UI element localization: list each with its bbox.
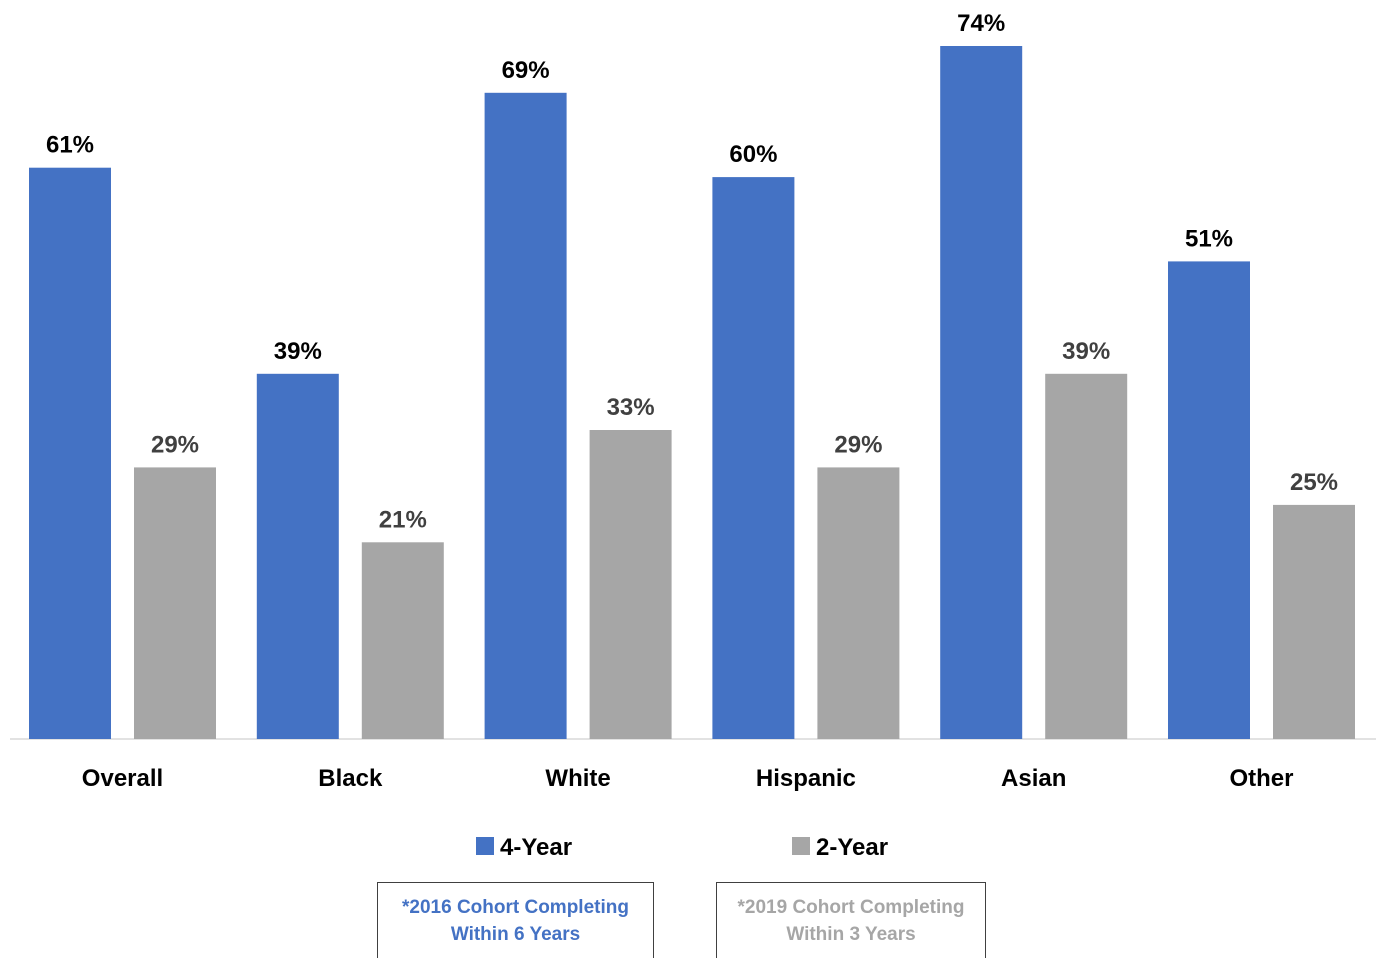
bar-white-2-year: [589, 430, 672, 739]
category-label-overall: Overall: [82, 765, 163, 792]
bar-white-4-year: [484, 92, 567, 740]
legend-label-4-year: 4-Year: [500, 834, 572, 861]
value-label-other-4-year: 51%: [1185, 225, 1233, 252]
bar-overall-2-year: [134, 467, 216, 739]
value-label-asian-4-year: 74%: [957, 10, 1005, 37]
bar-hispanic-4-year: [712, 177, 795, 740]
legend-swatch-4-year: [476, 837, 494, 855]
legend-label-2-year: 2-Year: [816, 834, 888, 861]
value-label-black-4-year: 39%: [274, 338, 322, 365]
value-labels-group: 61% 29% 39% 21% 69% 33% 60% 29% 74% 39% 51% 25%: [46, 10, 1338, 533]
note-text-2-year: *2019 Cohort Completing Within 3 Years: [737, 896, 965, 945]
value-label-overall-2-year: 29%: [151, 431, 199, 458]
bar-other-2-year: [1273, 504, 1355, 739]
bar-other-4-year: [1168, 261, 1250, 739]
category-labels-group: Overall Black White Hispanic Asian Other: [82, 765, 1294, 792]
bar-black-4-year: [256, 373, 339, 739]
note-text-4-year: *2016 Cohort Completing Within 6 Years: [402, 896, 629, 945]
bar-asian-2-year: [1045, 373, 1128, 739]
value-label-white-4-year: 69%: [502, 57, 550, 84]
bar-overall-4-year: [29, 167, 111, 739]
category-label-other: Other: [1229, 765, 1293, 792]
bar-hispanic-2-year: [817, 467, 900, 739]
note-box-2-year: *2019 Cohort Completing Within 3 Years: [716, 882, 986, 958]
value-label-black-2-year: 21%: [379, 506, 427, 533]
legend: 4-Year 2-Year: [476, 834, 888, 861]
category-label-hispanic: Hispanic: [756, 765, 856, 792]
bar-asian-4-year: [940, 46, 1023, 739]
value-label-white-2-year: 33%: [607, 394, 655, 421]
legend-swatch-2-year: [792, 837, 810, 855]
category-label-asian: Asian: [1001, 765, 1066, 792]
category-label-white: White: [545, 765, 610, 792]
bars-group: [29, 46, 1355, 740]
value-label-hispanic-4-year: 60%: [729, 141, 777, 168]
value-label-hispanic-2-year: 29%: [834, 431, 882, 458]
note-box-4-year: *2016 Cohort Completing Within 6 Years: [377, 882, 654, 958]
bar-black-2-year: [361, 542, 444, 739]
value-label-other-2-year: 25%: [1290, 469, 1338, 496]
value-label-asian-2-year: 39%: [1062, 338, 1110, 365]
value-label-overall-4-year: 61%: [46, 132, 94, 159]
category-label-black: Black: [318, 765, 383, 792]
